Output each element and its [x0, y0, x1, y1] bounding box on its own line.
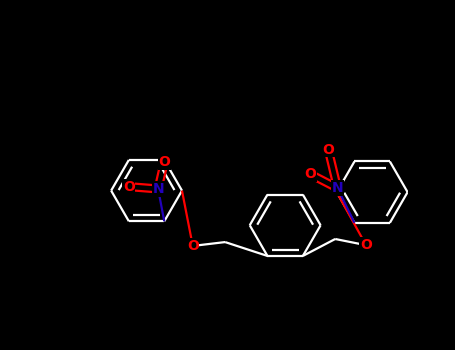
- Text: N: N: [332, 181, 344, 195]
- Text: O: O: [305, 167, 317, 181]
- Text: O: O: [322, 143, 334, 157]
- Text: O: O: [158, 155, 170, 169]
- Text: O: O: [360, 238, 372, 252]
- Text: O: O: [123, 180, 135, 194]
- Text: N: N: [152, 182, 164, 196]
- Text: O: O: [187, 239, 199, 253]
